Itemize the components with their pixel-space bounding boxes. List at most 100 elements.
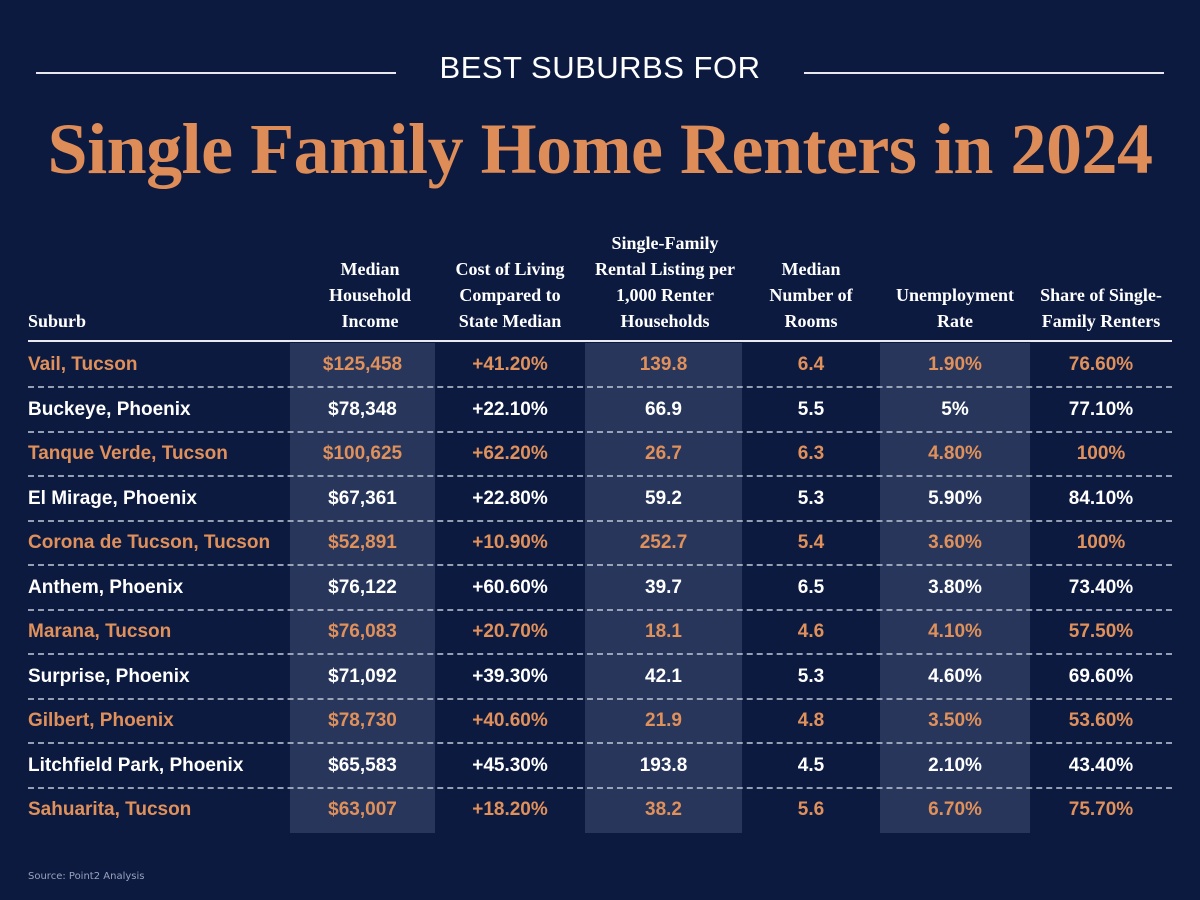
table-row: Surprise, Phoenix $71,092 +39.30% 42.1 5.3 4.… — [28, 655, 1172, 700]
table-row: Litchfield Park, Phoenix $65,583 +45.30% 19… — [28, 744, 1172, 789]
table-cell: +60.60% — [472, 576, 548, 598]
table-cell: $52,891 — [328, 532, 397, 553]
shaded-column-income — [290, 343, 435, 833]
table-cell: +10.90% — [472, 532, 548, 553]
table-cell: 2.10% — [928, 754, 982, 776]
table-cell: 4.60% — [928, 665, 982, 687]
table-cell: 6.4 — [797, 354, 825, 375]
table-cell: +62.20% — [472, 443, 548, 464]
row-divider — [28, 653, 1172, 655]
suburb-name: Anthem, Phoenix — [28, 576, 184, 598]
table-cell: 3.60% — [928, 532, 982, 553]
table-cell: 84.10% — [1068, 487, 1134, 509]
table-cell: 4.5 — [797, 754, 825, 776]
table-cell: +20.70% — [472, 621, 548, 642]
table-row: Tanque Verde, Tucson $100,625 +62.20% 26.7 6… — [28, 432, 1172, 477]
table-cell: +40.60% — [472, 710, 548, 731]
column-header: Single-Family Rental Listing per 1,000 R… — [595, 233, 736, 331]
table-cell: $65,583 — [328, 754, 397, 776]
table-row: Marana, Tucson $76,083 +20.70% 18.1 4.6 4.10%… — [28, 610, 1172, 655]
suburb-name: Surprise, Phoenix — [28, 665, 190, 687]
table-cell: 4.80% — [928, 443, 982, 464]
table-cell: 42.1 — [645, 665, 682, 687]
table-cell: 3.50% — [928, 710, 982, 731]
table-cell: 6.5 — [797, 576, 825, 598]
column-header: Median Number of Rooms — [769, 259, 853, 331]
table-cell: 4.8 — [797, 710, 825, 731]
suburb-name: El Mirage, Phoenix — [28, 487, 197, 509]
suburb-name: Marana, Tucson — [28, 621, 172, 642]
page-title: Single Family Home Renters in 2024 — [47, 109, 1153, 189]
suburb-name: Sahuarita, Tucson — [28, 799, 192, 820]
column-header: Cost of Living Compared to State Median — [455, 259, 565, 331]
row-divider — [28, 742, 1172, 744]
table-cell: 26.7 — [645, 443, 682, 464]
table-cell: $125,458 — [322, 354, 403, 375]
table-cell: +41.20% — [472, 354, 548, 375]
table-cell: 4.10% — [928, 621, 982, 642]
table-cell: 69.60% — [1068, 665, 1134, 687]
table-row: El Mirage, Phoenix $67,361 +22.80% 59.2 5.3 5… — [28, 477, 1172, 522]
table-row: Corona de Tucson, Tucson $52,891 +10.90% 25… — [28, 521, 1172, 566]
suburb-name: Vail, Tucson — [28, 354, 138, 375]
table-cell: $76,083 — [328, 621, 397, 642]
suburb-name: Litchfield Park, Phoenix — [28, 754, 244, 776]
table-cell: 5.3 — [797, 665, 825, 687]
table-cell: 18.1 — [645, 621, 682, 642]
column-header: Median Household Income — [328, 259, 412, 331]
table-cell: 1.90% — [928, 354, 982, 375]
table-cell: 100% — [1076, 443, 1126, 464]
table-cell: 5.4 — [797, 532, 825, 553]
table-cell: +22.80% — [472, 487, 548, 509]
table-cell: $100,625 — [322, 443, 403, 464]
table-cell: 53.60% — [1068, 710, 1134, 731]
row-divider — [28, 608, 1172, 611]
table-cell: 39.7 — [645, 576, 682, 598]
table-cell: 21.9 — [645, 710, 682, 731]
row-divider — [28, 564, 1172, 566]
table-cell: +22.10% — [472, 398, 548, 420]
table-cell: $63,007 — [328, 799, 397, 820]
row-divider — [28, 386, 1172, 388]
suburb-name: Gilbert, Phoenix — [28, 710, 174, 731]
table-cell: +39.30% — [472, 665, 548, 687]
table-cell: $67,361 — [328, 487, 397, 509]
table-cell: 5.5 — [797, 398, 825, 420]
table-cell: 77.10% — [1068, 398, 1134, 420]
table-cell: $71,092 — [328, 665, 397, 687]
table-row: Buckeye, Phoenix $78,348 +22.10% 66.9 5.5 5% 7… — [28, 388, 1172, 433]
table-cell: +18.20% — [472, 799, 548, 820]
table-row: Gilbert, Phoenix $78,730 +40.60% 21.9 4.8 3.5… — [28, 699, 1172, 744]
suburb-name: Buckeye, Phoenix — [28, 398, 191, 420]
suburb-name: Tanque Verde, Tucson — [28, 443, 228, 464]
table-cell: 5% — [941, 398, 969, 420]
table-row: Anthem, Phoenix $76,122 +60.60% 39.7 6.5 3.80… — [28, 566, 1172, 611]
kicker-rule-left — [36, 72, 396, 74]
column-header: Share of Single-Family Renters — [1040, 285, 1162, 331]
shaded-column-unemployment — [880, 343, 1030, 833]
table-cell: 6.70% — [928, 799, 982, 820]
table-cell: 3.80% — [928, 576, 982, 598]
table-cell: 5.3 — [797, 487, 825, 509]
table-cell: +45.30% — [472, 754, 548, 776]
table-row: Sahuarita, Tucson $63,007 +18.20% 38.2 5.6 6.… — [28, 788, 1172, 832]
column-header: Unemployment Rate — [896, 285, 1014, 331]
table-cell: 57.50% — [1068, 621, 1134, 642]
table-cell: 139.8 — [639, 354, 688, 375]
table-cell: 100% — [1076, 532, 1126, 553]
table-cell: $76,122 — [328, 576, 397, 598]
table-row: Vail, Tucson $125,458 +41.20% 139.8 6.4 1.90%… — [28, 343, 1172, 388]
header-rule — [28, 340, 1172, 342]
table-cell: 75.70% — [1068, 799, 1134, 820]
table-cell: 5.6 — [797, 799, 825, 820]
table-cell: 43.40% — [1068, 754, 1134, 776]
shaded-column-listings — [585, 343, 742, 833]
row-divider — [28, 430, 1172, 433]
table-cell: 4.6 — [797, 621, 825, 642]
table-cell: $78,348 — [328, 398, 397, 420]
row-divider — [28, 786, 1172, 789]
row-divider — [28, 475, 1172, 477]
table-cell: 66.9 — [645, 398, 682, 420]
kicker-rule-right — [804, 72, 1164, 74]
row-divider — [28, 697, 1172, 700]
